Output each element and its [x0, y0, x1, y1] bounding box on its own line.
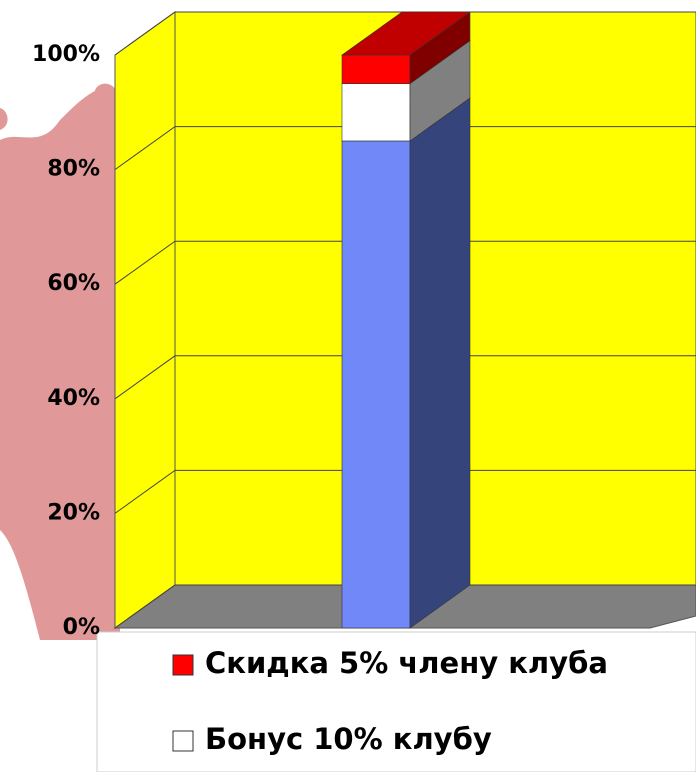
bar-segment: [341, 97, 471, 629]
y-tick-label: 80%: [47, 157, 100, 182]
background-blob: [0, 87, 120, 640]
bar-front: [341, 83, 411, 142]
bar-top: [341, 11, 471, 56]
legend-swatch: [172, 654, 194, 676]
background-blob: [0, 108, 8, 130]
y-tick-label: 40%: [47, 386, 100, 411]
bar-segment: [341, 11, 471, 85]
legend-box: [96, 631, 696, 772]
bar-front: [341, 54, 411, 84]
grid-line: [114, 126, 696, 171]
bar-side: [409, 97, 471, 629]
grid-line: [114, 11, 696, 56]
grid-line: [114, 355, 696, 400]
legend-label: Бонус 10% клубу: [205, 722, 492, 756]
grid-line: [114, 469, 696, 514]
bar-front: [341, 140, 411, 629]
legend-label: Скидка 5% члену клуба: [205, 646, 608, 680]
y-tick-label: 60%: [47, 271, 100, 296]
grid-line: [114, 584, 696, 629]
bar-segment: [341, 40, 471, 142]
y-tick-label: 20%: [47, 500, 100, 525]
side-wall: [114, 11, 176, 629]
y-tick-label: 0%: [63, 615, 100, 640]
legend-swatch: [172, 730, 194, 752]
grid-line: [114, 240, 696, 285]
background-blob: [95, 83, 118, 122]
y-tick-label: 100%: [32, 42, 100, 67]
